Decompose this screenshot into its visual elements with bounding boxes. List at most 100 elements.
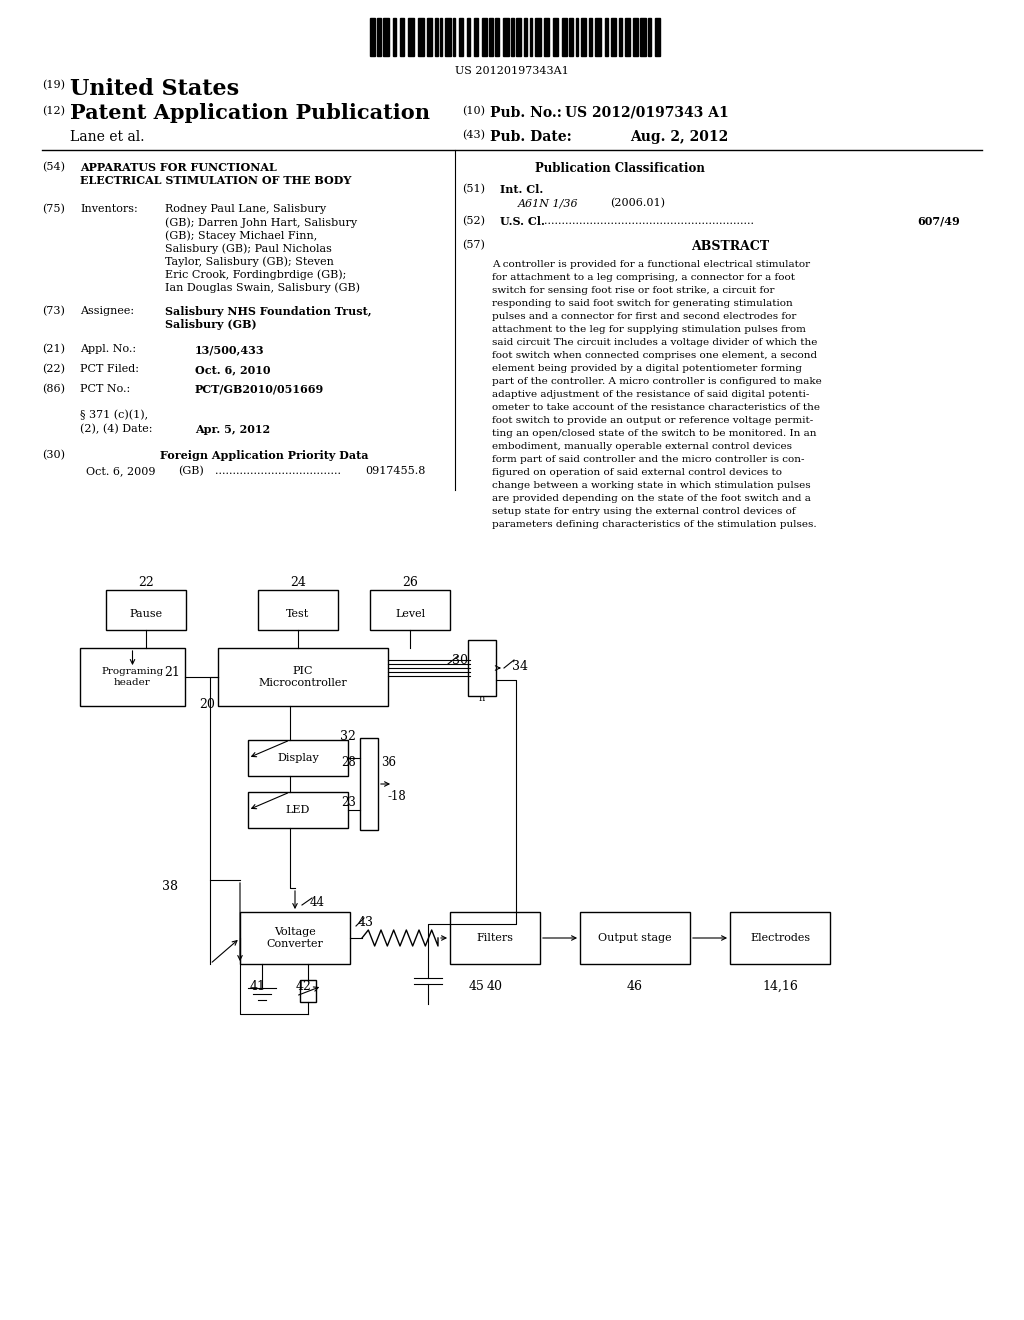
Text: Salisbury (GB); Paul Nicholas: Salisbury (GB); Paul Nicholas [165,243,332,253]
Text: 22: 22 [138,576,154,589]
Bar [633,18,638,55]
Bar [648,18,651,55]
Bar [655,18,660,55]
Text: PCT/GB2010/051669: PCT/GB2010/051669 [195,384,325,395]
Text: change between a working state in which stimulation pulses: change between a working state in which … [492,480,811,490]
Text: foot switch when connected comprises one element, a second: foot switch when connected comprises one… [492,351,817,360]
Text: are provided depending on the state of the foot switch and a: are provided depending on the state of t… [492,494,811,503]
Text: Taylor, Salisbury (GB); Steven: Taylor, Salisbury (GB); Steven [165,256,334,267]
Text: LED: LED [286,805,310,814]
Text: 607/49: 607/49 [918,216,961,227]
Text: form part of said controller and the micro controller is con-: form part of said controller and the mic… [492,455,805,465]
Bar [400,18,404,55]
Text: APPARATUS FOR FUNCTIONAL: APPARATUS FOR FUNCTIONAL [80,162,276,173]
Bar [360,738,378,830]
Text: responding to said foot switch for generating stimulation: responding to said foot switch for gener… [492,300,793,308]
Text: part of the controller. A micro controller is configured to make: part of the controller. A micro controll… [492,378,821,385]
Bar [408,18,414,55]
Bar [589,18,592,55]
Bar [459,18,463,55]
Text: for attachment to a leg comprising, a connector for a foot: for attachment to a leg comprising, a co… [492,273,795,282]
Text: 20: 20 [199,698,215,711]
Bar [575,18,578,55]
Text: 42: 42 [296,979,312,993]
Text: 32: 32 [340,730,356,743]
Text: Eric Crook, Fordingbrdige (GB);: Eric Crook, Fordingbrdige (GB); [165,269,346,280]
Text: ting an open/closed state of the switch to be monitored. In an: ting an open/closed state of the switch … [492,429,816,438]
Text: (51): (51) [462,183,485,194]
Bar [427,18,432,55]
Bar [440,18,442,55]
Bar [450,912,540,964]
Bar [468,640,496,696]
Text: 36: 36 [381,756,396,770]
Text: 30: 30 [452,653,468,667]
Text: Int. Cl.: Int. Cl. [500,183,544,195]
Text: ....................................: .................................... [215,466,341,477]
Text: PIC
Microcontroller: PIC Microcontroller [259,667,347,688]
Bar [516,18,521,55]
Text: embodiment, manually operable external control devices: embodiment, manually operable external c… [492,442,792,451]
Bar [482,18,487,55]
Text: (GB); Darren John Hart, Salisbury: (GB); Darren John Hart, Salisbury [165,216,357,227]
Text: Pub. No.:: Pub. No.: [490,106,562,120]
Text: United States: United States [70,78,240,100]
Text: 13/500,433: 13/500,433 [195,345,264,355]
Text: PCT Filed:: PCT Filed: [80,364,139,374]
Text: attachment to the leg for supplying stimulation pulses from: attachment to the leg for supplying stim… [492,325,806,334]
Bar [553,18,558,55]
Text: 43: 43 [358,916,374,929]
Bar [393,18,396,55]
Text: Oct. 6, 2010: Oct. 6, 2010 [195,364,270,375]
Text: ELECTRICAL STIMULATION OF THE BODY: ELECTRICAL STIMULATION OF THE BODY [80,176,351,186]
Text: Voltage
Converter: Voltage Converter [266,927,324,949]
Text: Oct. 6, 2009: Oct. 6, 2009 [86,466,156,477]
Text: said circuit The circuit includes a voltage divider of which the: said circuit The circuit includes a volt… [492,338,817,347]
Text: Publication Classification: Publication Classification [536,162,705,176]
Text: (2006.01): (2006.01) [610,198,665,209]
Text: 44: 44 [310,896,325,909]
Text: (86): (86) [42,384,65,395]
Bar [445,18,451,55]
Text: (GB); Stacey Michael Finn,: (GB); Stacey Michael Finn, [165,230,317,240]
Text: 0917455.8: 0917455.8 [365,466,425,477]
Bar [595,18,601,55]
Bar [248,741,348,776]
Bar [377,18,381,55]
Bar [535,18,541,55]
Bar [418,18,424,55]
Bar [495,18,499,55]
Bar [435,18,438,55]
Text: (43): (43) [462,129,485,140]
Text: ABSTRACT: ABSTRACT [691,240,769,253]
Text: ............................................................: ........................................… [544,216,754,226]
Text: Electrodes: Electrodes [750,933,810,942]
Text: 45: 45 [469,979,485,993]
Text: Assignee:: Assignee: [80,306,134,315]
Text: 24: 24 [290,576,306,589]
Text: setup state for entry using the external control devices of: setup state for entry using the external… [492,507,796,516]
Bar [106,590,186,630]
Text: Foreign Application Priority Data: Foreign Application Priority Data [160,450,369,461]
Bar [258,590,338,630]
Bar [489,18,493,55]
Bar [467,18,470,55]
Text: (54): (54) [42,162,65,173]
Bar [611,18,616,55]
Bar [605,18,608,55]
Text: (19): (19) [42,81,65,90]
Bar [569,18,573,55]
Bar [248,792,348,828]
Text: US 20120197343A1: US 20120197343A1 [455,66,569,77]
Text: Pause: Pause [129,609,163,619]
Text: (57): (57) [462,240,485,251]
Text: figured on operation of said external control devices to: figured on operation of said external co… [492,469,782,477]
Text: (GB): (GB) [178,466,204,477]
Text: Ian Douglas Swain, Salisbury (GB): Ian Douglas Swain, Salisbury (GB) [165,282,360,293]
Text: Apr. 5, 2012: Apr. 5, 2012 [195,424,270,436]
Bar [581,18,586,55]
Bar [370,18,375,55]
Text: parameters defining characteristics of the stimulation pulses.: parameters defining characteristics of t… [492,520,816,529]
Text: (12): (12) [42,106,65,116]
Bar [453,18,455,55]
